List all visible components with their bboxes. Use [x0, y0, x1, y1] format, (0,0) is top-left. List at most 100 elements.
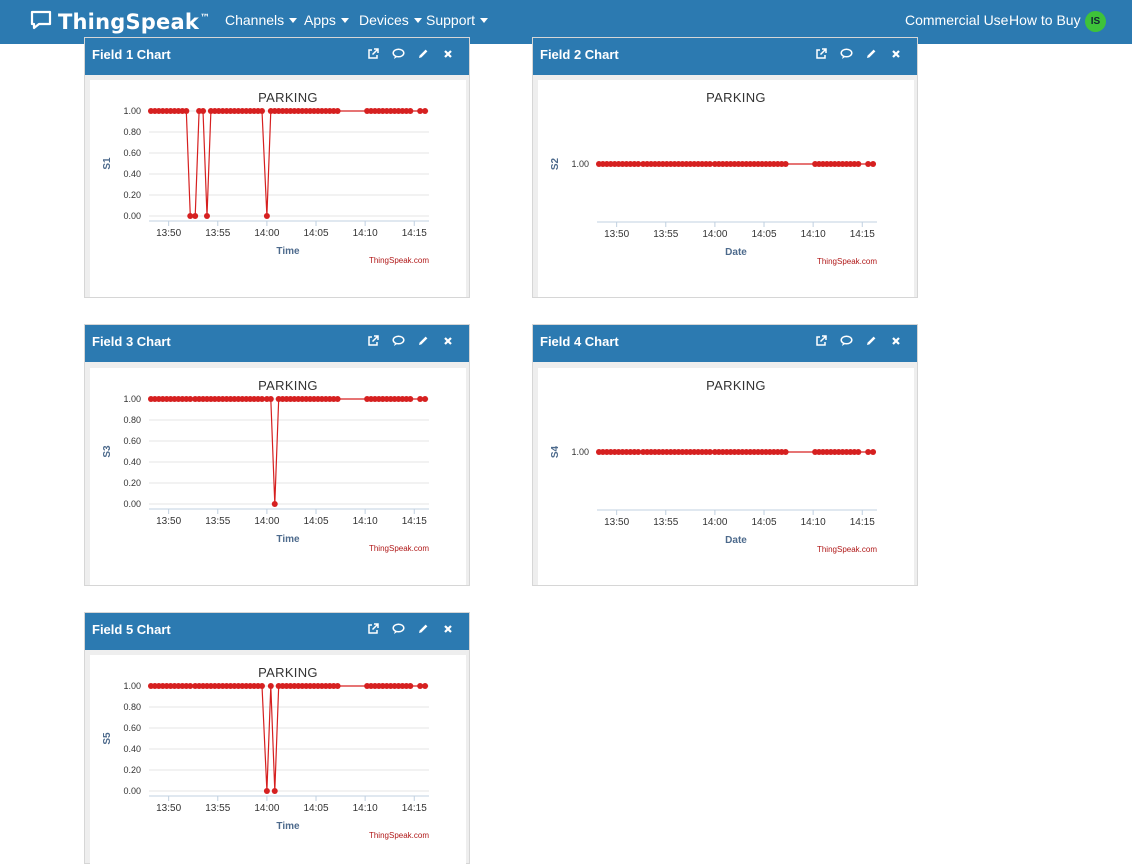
pencil-icon[interactable]: [864, 47, 878, 61]
x-tick-label: 14:15: [402, 803, 427, 814]
data-point: [187, 396, 194, 402]
data-point: [258, 396, 265, 402]
field-5-chart-panel: Field 5 Chart PARKING 1.00 0.80 0.60 0.40 0.2…: [84, 612, 470, 865]
y-axis-label: S5: [102, 732, 113, 745]
y-tick-label: 0.00: [123, 499, 141, 509]
comment-icon[interactable]: [391, 334, 405, 348]
chart-credit: ThingSpeak.com: [817, 257, 877, 266]
panel-title: Field 2 Chart: [540, 47, 619, 62]
external-link-icon[interactable]: [814, 334, 828, 348]
y-tick-label: 0.60: [123, 148, 141, 158]
panel-header: Field 3 Chart: [85, 325, 469, 362]
x-tick-label: 13:50: [156, 516, 181, 527]
x-tick-label: 14:05: [304, 803, 329, 814]
y-tick-label: 1.00: [123, 394, 141, 404]
x-tick-label: 14:05: [752, 229, 777, 240]
x-tick-label: 14:10: [801, 517, 826, 528]
commercial-use-link[interactable]: Commercial Use: [905, 12, 1009, 28]
chart-area: PARKING 1.00 13:50 13:55 14:00 14:05 14:10 14:1…: [538, 368, 914, 585]
comment-icon[interactable]: [839, 334, 853, 348]
data-point: [263, 788, 270, 794]
data-point: [407, 396, 414, 402]
caret-down-icon: [289, 18, 298, 23]
data-point: [187, 683, 194, 689]
close-icon[interactable]: [889, 334, 903, 348]
x-axis-label: Date: [725, 247, 747, 258]
data-point: [258, 683, 265, 689]
y-tick-label: 0.40: [123, 457, 141, 467]
chart-title: PARKING: [706, 378, 766, 393]
data-point: [865, 449, 872, 455]
panel-title: Field 4 Chart: [540, 334, 619, 349]
x-tick-label: 13:50: [156, 803, 181, 814]
y-tick-label: 0.80: [123, 702, 141, 712]
pencil-icon[interactable]: [416, 334, 430, 348]
data-point: [203, 213, 210, 219]
chart-area: PARKING 1.00 13:50 13:55 14:00 14:05 14:10 14:1…: [538, 80, 914, 297]
data-point: [334, 108, 341, 114]
y-axis-label: S4: [550, 445, 561, 458]
close-icon[interactable]: [441, 47, 455, 61]
y-tick-label: 0.20: [123, 478, 141, 488]
close-icon[interactable]: [441, 334, 455, 348]
panel-header: Field 2 Chart: [533, 38, 917, 75]
pencil-icon[interactable]: [864, 334, 878, 348]
data-point: [271, 501, 278, 507]
x-tick-label: 14:00: [254, 228, 279, 239]
x-tick-label: 14:05: [752, 517, 777, 528]
x-tick-label: 13:55: [653, 517, 678, 528]
x-tick-label: 13:55: [205, 803, 230, 814]
x-tick-label: 13:55: [205, 516, 230, 527]
nav-devices-menu[interactable]: Devices: [359, 12, 422, 28]
x-tick-label: 14:15: [402, 516, 427, 527]
y-tick-label: 1.00: [123, 106, 141, 116]
data-point: [267, 683, 274, 689]
chart-credit: ThingSpeak.com: [369, 544, 429, 553]
comment-icon[interactable]: [391, 622, 405, 636]
chart-area: PARKING 1.00 0.80 0.60 0.40 0.20 0.00 13:50 13:5…: [90, 80, 466, 297]
nav-channels-menu[interactable]: Channels: [225, 12, 298, 28]
nav-apps-menu[interactable]: Apps: [304, 12, 349, 28]
data-point: [870, 161, 877, 167]
user-avatar[interactable]: IS: [1085, 11, 1106, 32]
data-point: [407, 683, 414, 689]
data-point: [865, 161, 872, 167]
x-tick-label: 13:55: [653, 229, 678, 240]
pencil-icon[interactable]: [416, 622, 430, 636]
data-point: [422, 683, 429, 689]
comment-icon[interactable]: [839, 47, 853, 61]
x-tick-label: 14:00: [254, 516, 279, 527]
data-point: [200, 108, 207, 114]
nav-support-menu[interactable]: Support: [426, 12, 489, 28]
y-tick-label: 0.40: [123, 169, 141, 179]
external-link-icon[interactable]: [814, 47, 828, 61]
data-point: [706, 161, 713, 167]
panel-title: Field 3 Chart: [92, 334, 171, 349]
external-link-icon[interactable]: [366, 622, 380, 636]
comment-icon[interactable]: [391, 47, 405, 61]
chart-title: PARKING: [258, 90, 318, 105]
brand-logo[interactable]: ThingSpeak™: [30, 9, 210, 35]
x-tick-label: 13:50: [604, 229, 629, 240]
y-tick-label: 1.00: [571, 159, 589, 169]
pencil-icon[interactable]: [416, 47, 430, 61]
data-point: [422, 108, 429, 114]
chart-credit: ThingSpeak.com: [817, 545, 877, 554]
brand-name: ThingSpeak™: [58, 10, 211, 34]
external-link-icon[interactable]: [366, 47, 380, 61]
y-tick-label: 0.00: [123, 786, 141, 796]
x-tick-label: 14:15: [402, 228, 427, 239]
data-point: [706, 449, 713, 455]
data-point: [422, 396, 429, 402]
data-point: [334, 396, 341, 402]
chart-title: PARKING: [258, 665, 318, 680]
external-link-icon[interactable]: [366, 334, 380, 348]
series-line: [151, 685, 426, 792]
y-tick-label: 1.00: [123, 681, 141, 691]
x-tick-label: 14:10: [353, 228, 378, 239]
y-tick-label: 0.60: [123, 723, 141, 733]
close-icon[interactable]: [441, 622, 455, 636]
close-icon[interactable]: [889, 47, 903, 61]
how-to-buy-link[interactable]: How to Buy: [1009, 12, 1081, 28]
chart-credit: ThingSpeak.com: [369, 256, 429, 265]
